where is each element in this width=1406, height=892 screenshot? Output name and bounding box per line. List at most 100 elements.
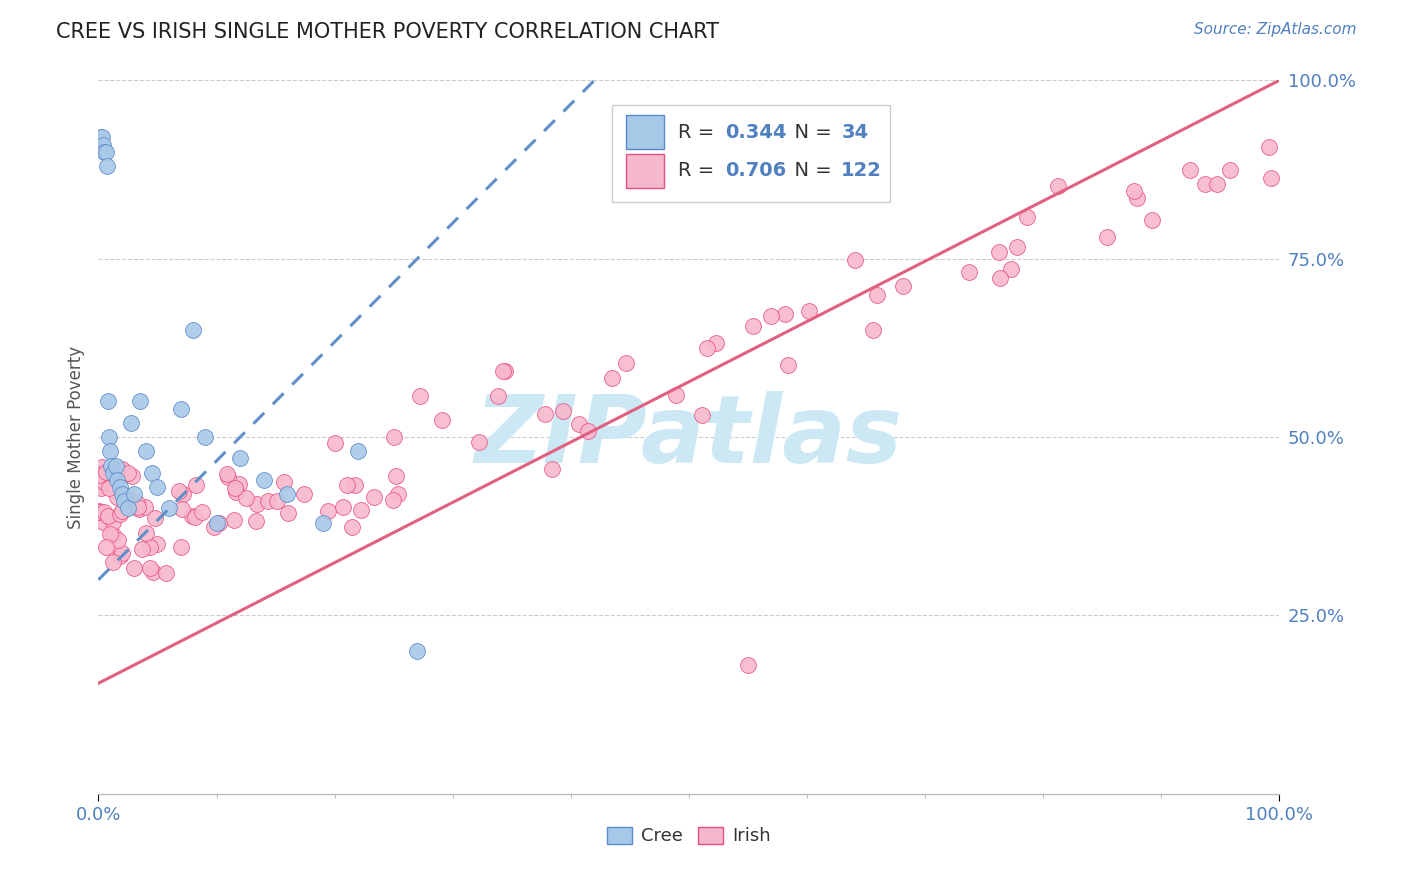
Point [117,467,139,481]
Point [323,436,346,450]
Point [704,335,727,350]
Point [468,435,491,450]
Point [87,505,110,519]
Point [117,492,139,507]
Text: 0.706: 0.706 [725,161,787,180]
Point [170,541,193,555]
Legend: Cree, Irish: Cree, Irish [600,820,778,853]
Point [105,458,128,473]
Point [208,516,231,530]
Point [157,501,180,516]
Point [332,500,354,515]
Point [134,500,156,514]
Point [91,130,114,145]
Point [1017,210,1039,224]
Point [98,527,121,541]
Point [742,318,765,333]
Point [146,480,169,494]
Point [797,303,820,318]
Point [492,364,515,378]
Point [382,430,405,444]
Point [406,644,429,658]
Point [127,500,149,514]
Point [844,253,866,268]
Point [111,546,134,560]
Point [1140,212,1163,227]
Point [90,130,112,145]
Point [103,528,125,542]
Point [340,520,363,534]
Point [224,481,246,495]
Point [1046,179,1069,194]
Point [184,478,207,492]
Point [1122,184,1144,198]
Point [257,493,280,508]
Point [486,389,509,403]
Point [172,486,194,500]
Point [139,540,162,554]
Point [276,487,298,501]
Point [957,265,980,279]
Point [235,491,257,505]
Point [104,467,127,482]
Point [988,271,1011,285]
Point [128,502,150,516]
Point [111,504,134,518]
Point [292,487,315,501]
Point [181,509,204,524]
Text: R =: R = [678,161,721,180]
Point [1007,240,1029,254]
Point [430,413,453,427]
Point [108,507,131,521]
Point [135,444,157,458]
Point [105,473,128,487]
Point [408,389,430,403]
Point [312,516,335,530]
Point [382,492,405,507]
Point [146,537,169,551]
Point [135,525,157,540]
Point [111,461,134,475]
Text: Source: ZipAtlas.com: Source: ZipAtlas.com [1194,22,1357,37]
Point [142,566,165,580]
Point [96,159,118,173]
Point [108,480,131,494]
Point [91,515,114,529]
Point [773,307,796,321]
Point [93,505,115,519]
Point [205,516,228,530]
Point [121,469,143,483]
Point [316,504,339,518]
Point [1205,177,1227,191]
Point [101,515,124,529]
Point [170,501,193,516]
Point [602,370,624,384]
Point [1260,170,1282,185]
Text: 122: 122 [841,161,882,180]
Point [576,424,599,438]
FancyBboxPatch shape [612,105,890,202]
Text: N =: N = [782,161,838,180]
Point [246,497,269,511]
Point [93,145,115,159]
Point [737,658,759,673]
Point [385,469,408,483]
Point [107,533,129,547]
Y-axis label: Single Mother Poverty: Single Mother Poverty [66,345,84,529]
Point [202,520,225,534]
Point [891,278,914,293]
Point [273,475,295,489]
Point [108,549,131,563]
Point [350,503,373,517]
Point [94,145,117,159]
Point [181,323,204,337]
Point [217,470,239,484]
Point [96,465,118,479]
Text: R =: R = [678,123,721,142]
Point [696,341,718,355]
Point [614,355,637,369]
Point [117,501,139,516]
Point [98,481,121,495]
Point [170,401,193,416]
Text: N =: N = [782,123,838,142]
